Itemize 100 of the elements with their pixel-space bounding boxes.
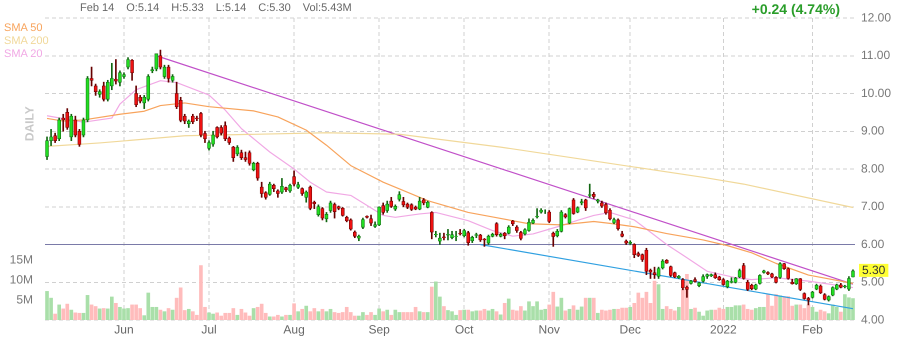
bar bbox=[510, 310, 515, 320]
bar bbox=[344, 306, 349, 320]
candlestick bbox=[632, 243, 636, 258]
candlestick bbox=[389, 196, 394, 208]
y-tick-label: 8.00 bbox=[861, 161, 885, 176]
bar bbox=[584, 298, 588, 320]
text: +0.24 (4.74%) bbox=[752, 1, 840, 17]
bar bbox=[604, 310, 608, 320]
candlestick bbox=[794, 278, 798, 285]
bar bbox=[284, 314, 288, 320]
bar bbox=[422, 312, 426, 320]
candlestick bbox=[244, 152, 248, 162]
bar bbox=[190, 311, 195, 320]
bar bbox=[138, 308, 142, 320]
bar bbox=[786, 296, 790, 320]
bar bbox=[90, 304, 94, 320]
bar bbox=[612, 308, 616, 320]
bar bbox=[734, 305, 738, 320]
bar bbox=[414, 306, 418, 320]
bar bbox=[762, 306, 766, 320]
bar bbox=[758, 306, 762, 320]
bar bbox=[57, 304, 62, 320]
bar bbox=[818, 310, 822, 320]
bar bbox=[434, 282, 438, 320]
bar bbox=[709, 310, 714, 320]
bar bbox=[697, 312, 701, 320]
bar bbox=[158, 310, 162, 320]
bar bbox=[466, 310, 470, 320]
y2-tick-label: 5M bbox=[16, 292, 33, 306]
bar bbox=[806, 304, 810, 320]
bar bbox=[652, 280, 656, 320]
candlestick bbox=[544, 209, 546, 214]
bar bbox=[365, 314, 369, 320]
bar bbox=[450, 311, 454, 320]
candlestick bbox=[470, 236, 474, 243]
x-tick-label: Feb bbox=[802, 322, 824, 337]
bar bbox=[65, 304, 70, 320]
candlestick bbox=[268, 182, 272, 196]
bar bbox=[186, 308, 191, 320]
bar bbox=[454, 314, 458, 320]
bar bbox=[766, 294, 770, 320]
bar bbox=[236, 314, 240, 320]
bar bbox=[689, 308, 693, 320]
bar bbox=[834, 306, 839, 320]
bar bbox=[199, 265, 203, 320]
bar bbox=[377, 308, 381, 320]
bar bbox=[98, 308, 102, 320]
bar bbox=[166, 308, 170, 320]
text: H:5.33 bbox=[171, 2, 204, 14]
bar bbox=[462, 310, 466, 320]
candlestick bbox=[308, 186, 312, 210]
bar bbox=[754, 308, 758, 320]
bar bbox=[620, 308, 624, 320]
y-tick-label: 9.00 bbox=[861, 124, 885, 138]
bar bbox=[446, 310, 450, 320]
bar bbox=[519, 306, 523, 320]
bar bbox=[490, 308, 494, 320]
bar bbox=[336, 312, 340, 320]
bar bbox=[385, 310, 390, 320]
bar bbox=[352, 316, 357, 320]
x-tick-label: Aug bbox=[283, 322, 305, 337]
candlestick bbox=[535, 208, 539, 218]
candlestick bbox=[348, 218, 353, 230]
bar bbox=[656, 284, 660, 320]
bar bbox=[430, 286, 434, 320]
bar bbox=[458, 310, 462, 320]
text: SMA 50 bbox=[4, 22, 44, 35]
bar bbox=[738, 305, 742, 320]
bar bbox=[676, 306, 681, 320]
bar bbox=[588, 298, 592, 320]
bar bbox=[551, 292, 556, 320]
bar bbox=[130, 304, 134, 320]
bar bbox=[608, 310, 612, 320]
bar bbox=[244, 312, 248, 320]
bar bbox=[664, 306, 669, 320]
candlestick bbox=[551, 232, 556, 247]
bar bbox=[260, 304, 264, 320]
x-tick-label: Jul bbox=[201, 322, 217, 337]
text: SMA 200 bbox=[4, 35, 49, 48]
candlestick bbox=[652, 266, 656, 279]
bar bbox=[750, 310, 754, 320]
bar bbox=[134, 304, 138, 320]
bar bbox=[369, 312, 373, 320]
bar bbox=[231, 308, 236, 320]
bar bbox=[86, 295, 90, 320]
bar bbox=[592, 298, 596, 320]
bar bbox=[288, 314, 292, 320]
x-tick-label: Jun bbox=[114, 322, 134, 337]
bar bbox=[381, 311, 386, 320]
bar bbox=[564, 310, 568, 320]
candlestick bbox=[466, 230, 470, 246]
bar bbox=[502, 302, 507, 320]
bar bbox=[527, 301, 531, 320]
bar bbox=[705, 310, 710, 320]
bar bbox=[272, 316, 276, 320]
candlestick bbox=[186, 120, 191, 128]
bar bbox=[746, 308, 750, 320]
bar bbox=[572, 305, 576, 320]
bar bbox=[74, 312, 78, 320]
bar bbox=[252, 308, 256, 320]
